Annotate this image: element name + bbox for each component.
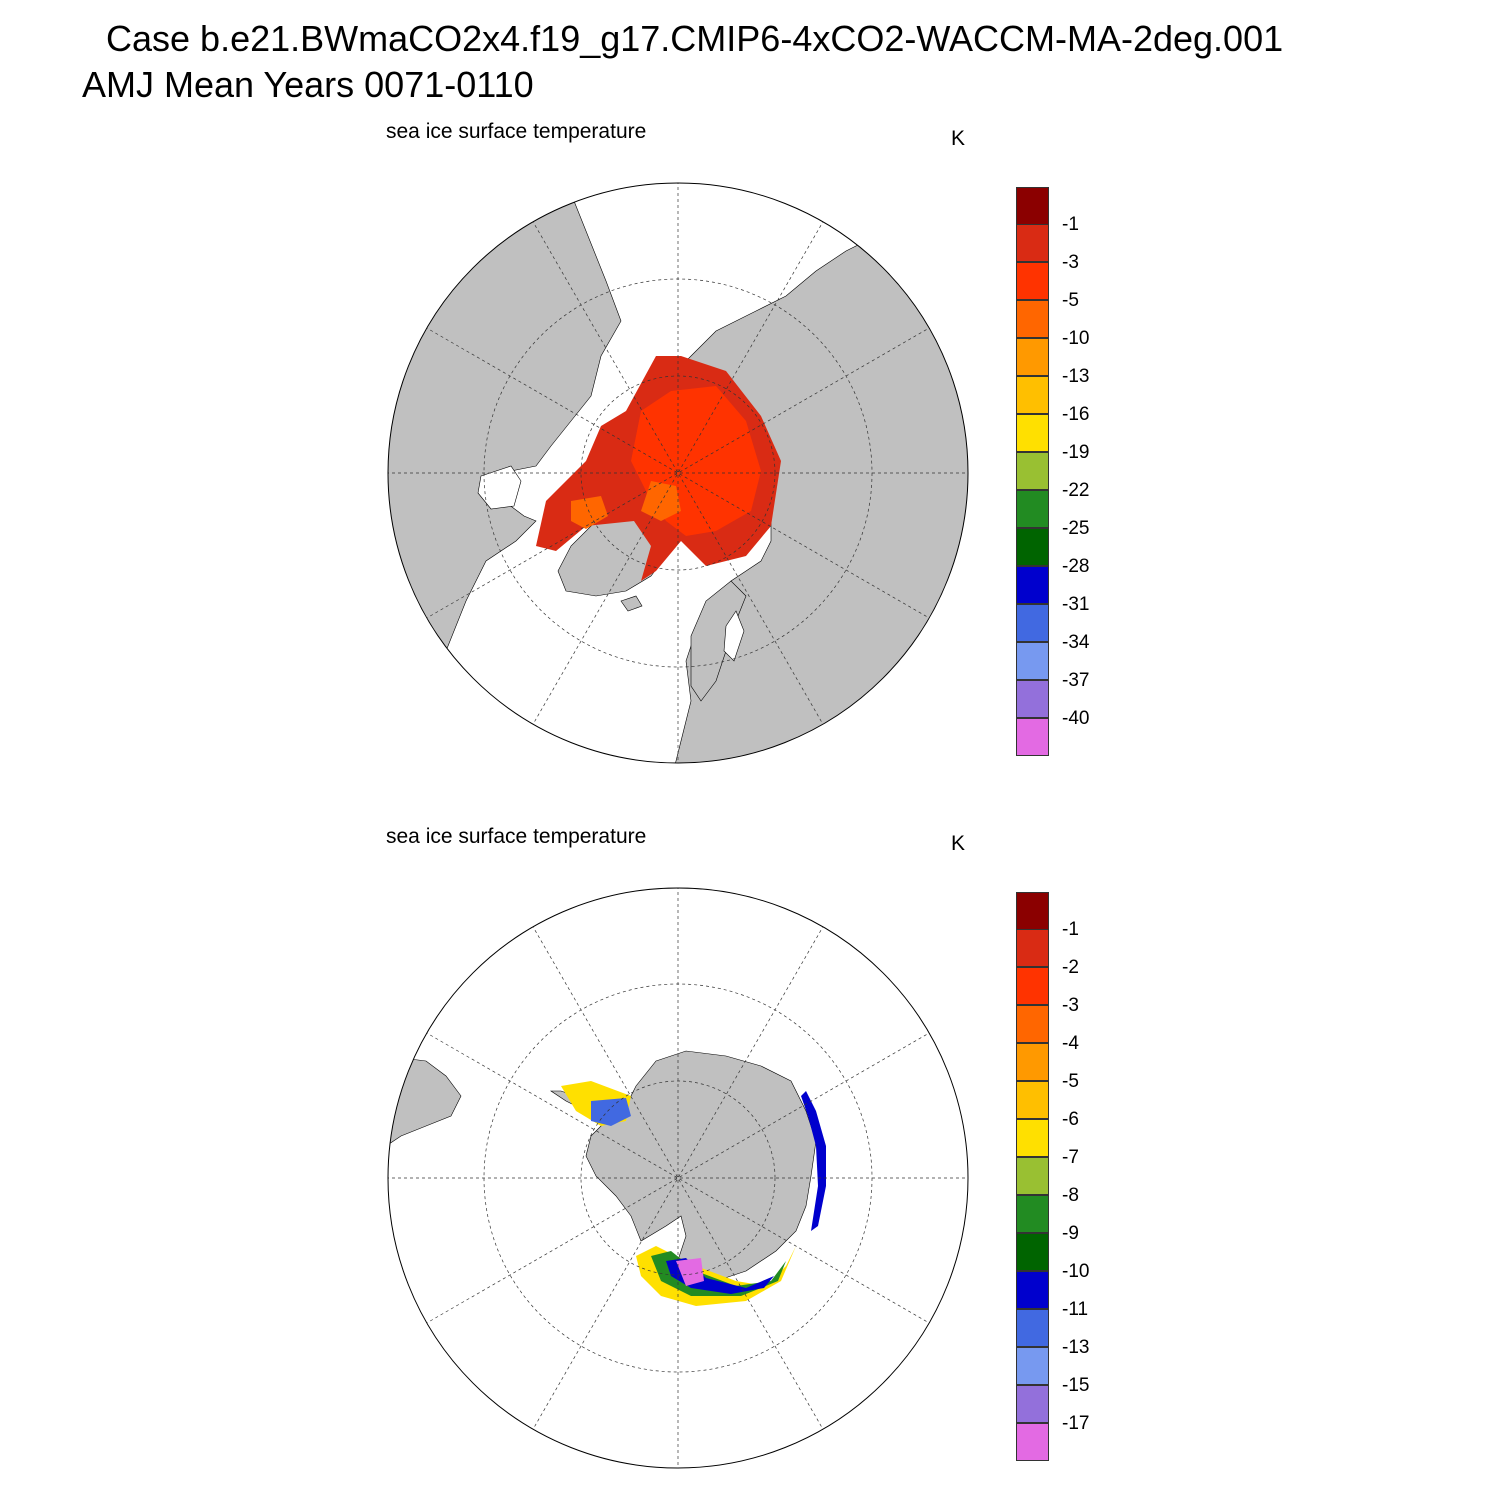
colorbar-swatch xyxy=(1016,1385,1049,1423)
colorbar-label: -13 xyxy=(1062,366,1090,387)
graticule xyxy=(388,888,968,1468)
colorbar-label: -9 xyxy=(1062,1223,1079,1244)
colorbar-swatch xyxy=(1016,1005,1049,1043)
colorbar-swatch xyxy=(1016,1309,1049,1347)
baltic-sea xyxy=(723,610,745,662)
colorbar-swatch xyxy=(1016,1043,1049,1081)
colorbar-swatch xyxy=(1016,892,1049,930)
colorbar-swatch xyxy=(1016,566,1049,604)
colorbar-swatch xyxy=(1016,1423,1049,1461)
colorbar-swatch xyxy=(1016,187,1049,225)
colorbar-swatch xyxy=(1016,1195,1049,1233)
colorbar-swatch xyxy=(1016,642,1049,680)
arctic-sea-ice-west-patch xyxy=(571,496,608,529)
colorbar-swatch xyxy=(1016,929,1049,967)
colorbar-swatch xyxy=(1016,1271,1049,1309)
colorbar-label: -6 xyxy=(1062,1109,1079,1130)
colorbar-swatch xyxy=(1016,490,1049,528)
colorbar-swatch xyxy=(1016,262,1049,300)
colorbar-swatch xyxy=(1016,452,1049,490)
colorbar-label: -11 xyxy=(1062,1299,1089,1320)
colorbar-label: -3 xyxy=(1062,252,1079,273)
colorbar-label: -34 xyxy=(1062,632,1090,653)
east-antarctic-sea-ice xyxy=(801,1091,826,1231)
arctic-sea-ice-warm-patch xyxy=(641,481,681,521)
panel1-title: sea ice surface temperature xyxy=(386,120,647,143)
colorbar-label: -8 xyxy=(1062,1185,1079,1206)
colorbar-label: -5 xyxy=(1062,1071,1079,1092)
colorbar-label: -16 xyxy=(1062,404,1090,425)
colorbar-swatch xyxy=(1016,224,1049,262)
panel1-units: K xyxy=(951,127,966,150)
colorbar-swatch xyxy=(1016,528,1049,566)
colorbar-label: -19 xyxy=(1062,442,1090,463)
colorbar-label: -10 xyxy=(1062,328,1090,349)
colorbar-swatch xyxy=(1016,376,1049,414)
colorbar-label: -4 xyxy=(1062,1033,1079,1054)
colorbar-label: -17 xyxy=(1062,1413,1090,1434)
panel2-units: K xyxy=(951,832,966,855)
colorbar-label: -2 xyxy=(1062,957,1079,978)
colorbar-swatch xyxy=(1016,414,1049,452)
colorbar-swatch xyxy=(1016,967,1049,1005)
colorbar-label: -25 xyxy=(1062,518,1090,539)
colorbar-swatch xyxy=(1016,680,1049,718)
colorbar-label: -15 xyxy=(1062,1375,1090,1396)
colorbar-label: -28 xyxy=(1062,556,1090,577)
colorbar-label: -37 xyxy=(1062,670,1090,691)
arctic-polar-map xyxy=(387,182,969,764)
colorbar-swatch xyxy=(1016,1081,1049,1119)
colorbar-label: -5 xyxy=(1062,290,1079,311)
colorbar-swatch xyxy=(1016,1119,1049,1157)
colorbar-label: -31 xyxy=(1062,594,1090,615)
figure-title-season: AMJ Mean Years 0071-0110 xyxy=(82,64,534,105)
colorbar-label: -10 xyxy=(1062,1261,1090,1282)
colorbar-label: -1 xyxy=(1062,919,1079,940)
colorbar-swatch xyxy=(1016,300,1049,338)
ross-sea-ice-coldest xyxy=(676,1258,704,1286)
colorbar-label: -1 xyxy=(1062,214,1079,235)
colorbar-label: -40 xyxy=(1062,708,1090,729)
antarctic-polar-map xyxy=(387,887,969,1469)
graticule xyxy=(388,183,968,763)
hudson-bay xyxy=(477,465,522,510)
colorbar-swatch xyxy=(1016,718,1049,756)
iceland-landmass xyxy=(620,595,643,612)
colorbar-label: -13 xyxy=(1062,1337,1090,1358)
panel2-title: sea ice surface temperature xyxy=(386,825,647,848)
colorbar-swatch xyxy=(1016,1233,1049,1271)
figure-title-case: Case b.e21.BWmaCO2x4.f19_g17.CMIP6-4xCO2… xyxy=(106,18,1284,59)
colorbar-swatch xyxy=(1016,338,1049,376)
colorbar-label: -3 xyxy=(1062,995,1079,1016)
colorbar-label: -7 xyxy=(1062,1147,1079,1168)
colorbar-swatch xyxy=(1016,604,1049,642)
colorbar-swatch xyxy=(1016,1347,1049,1385)
colorbar-label: -22 xyxy=(1062,480,1090,501)
colorbar-swatch xyxy=(1016,1157,1049,1195)
